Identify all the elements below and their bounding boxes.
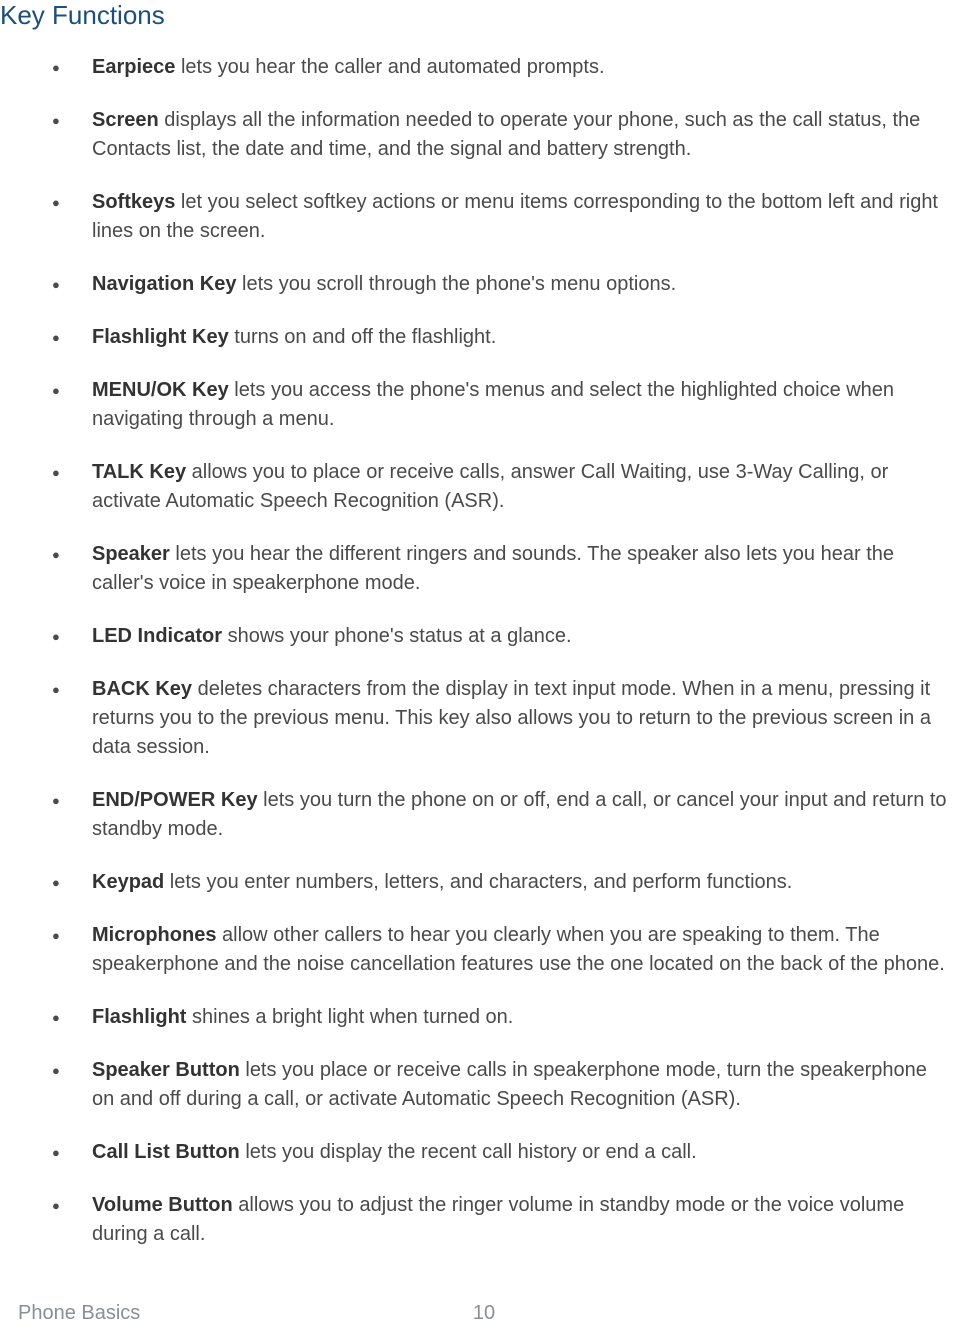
item-desc: let you select softkey actions or menu i…	[92, 191, 938, 242]
document-page: Key Functions Earpiece lets you hear the…	[0, 0, 968, 1339]
item-term: Speaker Button	[92, 1059, 240, 1081]
item-term: Keypad	[92, 871, 164, 893]
list-item: Speaker lets you hear the different ring…	[52, 540, 950, 598]
item-desc: deletes characters from the display in t…	[92, 678, 931, 758]
item-desc: displays all the information needed to o…	[92, 109, 920, 160]
list-item: END/POWER Key lets you turn the phone on…	[52, 786, 950, 844]
list-item: Earpiece lets you hear the caller and au…	[52, 53, 950, 82]
item-desc: shines a bright light when turned on.	[186, 1006, 513, 1028]
footer-section-title: Phone Basics	[18, 1302, 140, 1324]
list-item: Softkeys let you select softkey actions …	[52, 188, 950, 246]
list-item: Flashlight Key turns on and off the flas…	[52, 323, 950, 352]
item-term: Speaker	[92, 543, 170, 565]
item-term: Call List Button	[92, 1141, 240, 1163]
list-item: TALK Key allows you to place or receive …	[52, 458, 950, 516]
item-desc: lets you enter numbers, letters, and cha…	[164, 871, 792, 893]
item-term: Earpiece	[92, 56, 175, 78]
item-desc: shows your phone's status at a glance.	[222, 625, 572, 647]
list-item: Speaker Button lets you place or receive…	[52, 1056, 950, 1114]
list-item: Navigation Key lets you scroll through t…	[52, 270, 950, 299]
section-heading: Key Functions	[0, 0, 950, 31]
item-term: BACK Key	[92, 678, 192, 700]
item-term: Softkeys	[92, 191, 175, 213]
item-desc: lets you display the recent call history…	[240, 1141, 697, 1163]
list-item: LED Indicator shows your phone's status …	[52, 622, 950, 651]
list-item: Keypad lets you enter numbers, letters, …	[52, 868, 950, 897]
item-desc: lets you scroll through the phone's menu…	[236, 273, 676, 295]
item-term: Flashlight	[92, 1006, 186, 1028]
item-term: Volume Button	[92, 1194, 233, 1216]
item-term: Navigation Key	[92, 273, 236, 295]
footer-page-number: 10	[473, 1302, 495, 1325]
item-desc: lets you hear the caller and automated p…	[175, 56, 604, 78]
item-term: LED Indicator	[92, 625, 222, 647]
page-footer: Phone Basics 10	[18, 1302, 950, 1325]
item-desc: allows you to place or receive calls, an…	[92, 461, 888, 512]
list-item: Flashlight shines a bright light when tu…	[52, 1003, 950, 1032]
item-term: TALK Key	[92, 461, 186, 483]
item-term: Microphones	[92, 924, 216, 946]
list-item: MENU/OK Key lets you access the phone's …	[52, 376, 950, 434]
item-term: Flashlight Key	[92, 326, 229, 348]
item-term: END/POWER Key	[92, 789, 258, 811]
list-item: Microphones allow other callers to hear …	[52, 921, 950, 979]
key-functions-list: Earpiece lets you hear the caller and au…	[0, 53, 950, 1249]
item-desc: lets you hear the different ringers and …	[92, 543, 894, 594]
list-item: Call List Button lets you display the re…	[52, 1138, 950, 1167]
list-item: BACK Key deletes characters from the dis…	[52, 675, 950, 762]
list-item: Volume Button allows you to adjust the r…	[52, 1191, 950, 1249]
item-term: MENU/OK Key	[92, 379, 229, 401]
item-term: Screen	[92, 109, 159, 131]
item-desc: allow other callers to hear you clearly …	[92, 924, 945, 975]
item-desc: turns on and off the flashlight.	[229, 326, 497, 348]
list-item: Screen displays all the information need…	[52, 106, 950, 164]
